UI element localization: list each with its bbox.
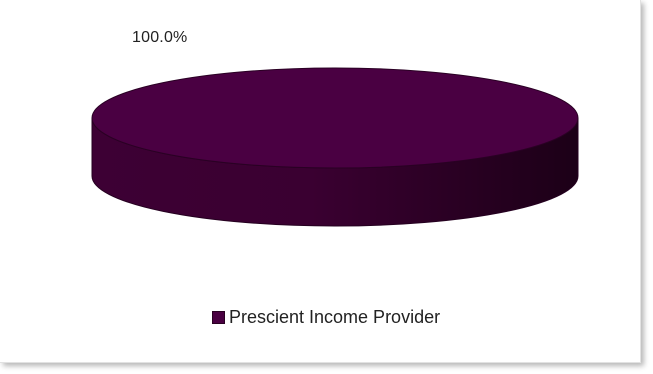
legend-label: Prescient Income Provider [229,307,441,327]
pie-slice-prescient-income-provider[interactable] [91,67,579,169]
legend-swatch [212,311,225,324]
chart-frame: 100.0% Prescient Income Provider [0,0,641,363]
slice-data-label: 100.0% [132,29,188,46]
legend: Prescient Income Provider [212,307,440,328]
pie-chart [91,67,579,227]
